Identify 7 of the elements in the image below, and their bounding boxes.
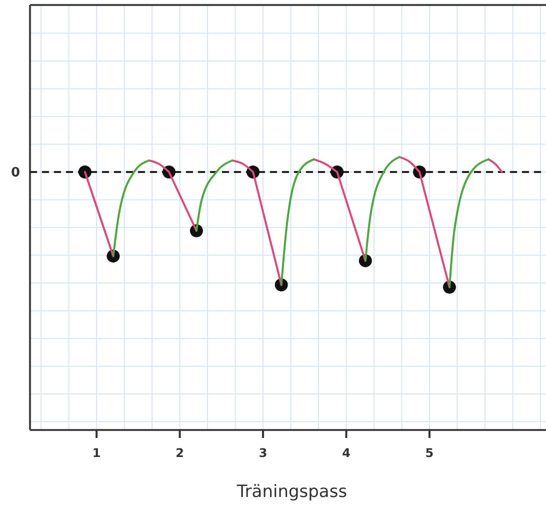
- x-tick-label: 1: [92, 446, 101, 460]
- x-axis-title: Träningspass: [236, 482, 348, 502]
- ref-line-label: 0: [10, 166, 20, 181]
- x-tick-label: 2: [176, 446, 184, 460]
- x-tick-label: 4: [342, 446, 350, 460]
- x-tick-label: 5: [425, 446, 434, 460]
- x-tick-label: 3: [258, 446, 268, 460]
